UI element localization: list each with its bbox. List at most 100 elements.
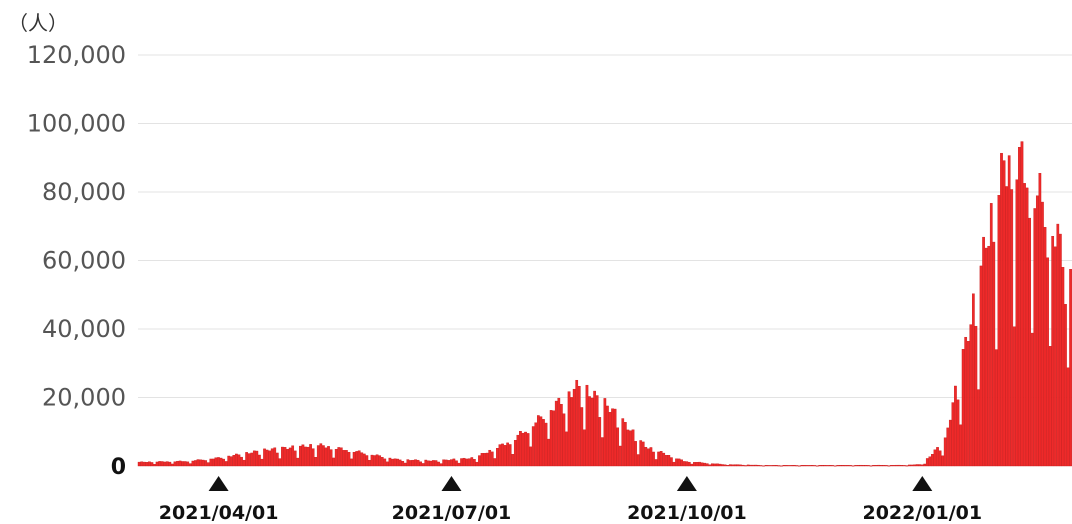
bar [473, 459, 476, 467]
bar [685, 461, 689, 467]
bar [460, 458, 463, 467]
bar [235, 453, 238, 467]
bar [867, 465, 870, 467]
bar [155, 461, 159, 467]
bar [513, 440, 517, 467]
bar [933, 449, 937, 467]
bar [718, 463, 722, 467]
bar [954, 385, 957, 467]
bar [1041, 201, 1044, 467]
bar [859, 464, 863, 467]
bar [708, 464, 712, 467]
bar [188, 463, 192, 467]
bar [777, 465, 781, 467]
bar [536, 415, 540, 467]
bar [462, 457, 466, 467]
bar [219, 457, 223, 467]
bar [623, 422, 627, 467]
bar [293, 450, 297, 467]
bar [1002, 160, 1006, 467]
y-tick-label: 60,000 [42, 247, 126, 275]
bar [969, 324, 973, 467]
bar [659, 451, 663, 467]
bar [754, 464, 758, 467]
bar [1030, 332, 1034, 467]
bar [908, 464, 911, 467]
bar [229, 456, 233, 467]
bar [150, 462, 154, 467]
bar [314, 457, 318, 467]
bar [805, 465, 809, 467]
bar [995, 349, 998, 467]
bar [618, 445, 622, 467]
bar [145, 462, 149, 467]
bar [201, 459, 205, 467]
bar [560, 404, 563, 467]
bar [511, 454, 515, 467]
bar [984, 247, 988, 467]
y-axis-unit-label: （人） [8, 11, 68, 35]
bar [524, 431, 527, 467]
bar [398, 459, 402, 467]
bars [137, 141, 1072, 467]
bar [240, 456, 243, 467]
bar [268, 450, 271, 467]
bar [414, 459, 417, 467]
bar [890, 465, 893, 467]
date-marker-triangle-icon [208, 476, 229, 491]
bar [342, 450, 346, 467]
bar [506, 442, 509, 467]
bar [690, 463, 694, 467]
bar [751, 464, 755, 467]
bar [913, 464, 916, 467]
bar [447, 460, 451, 467]
bar [698, 461, 701, 467]
date-marker-label: 2021/07/01 [392, 502, 512, 524]
bar [562, 413, 566, 467]
bar [705, 463, 709, 467]
bar [380, 457, 384, 467]
bar [606, 405, 609, 467]
bar [652, 451, 655, 467]
bar [844, 465, 847, 467]
bar [217, 457, 220, 467]
bar [1010, 189, 1014, 467]
bar [503, 445, 507, 467]
bar [800, 465, 804, 467]
bar [153, 464, 156, 467]
bar [275, 452, 279, 467]
bar [442, 459, 446, 467]
bar [1064, 304, 1067, 467]
bar [1056, 223, 1060, 467]
bar [355, 451, 359, 467]
bar [383, 458, 387, 467]
bar [334, 449, 338, 467]
bar [403, 462, 407, 467]
bar [874, 465, 878, 467]
bar [222, 458, 225, 467]
bar [176, 460, 179, 467]
bar [278, 458, 282, 467]
bar [419, 461, 422, 467]
bar [757, 464, 760, 467]
bar [608, 412, 612, 467]
bar [542, 419, 545, 467]
bar [964, 336, 968, 467]
bar [350, 458, 353, 467]
bar [667, 455, 671, 467]
bar [1048, 346, 1052, 467]
bar [549, 410, 553, 467]
bar [250, 452, 254, 467]
bar [590, 397, 594, 467]
bar [626, 429, 630, 467]
bar [194, 460, 197, 467]
bar [769, 465, 773, 467]
bar [600, 437, 604, 467]
bar [838, 465, 842, 467]
bar [324, 447, 328, 467]
bar [989, 203, 993, 467]
bar [810, 465, 814, 467]
bar [713, 463, 717, 467]
bar [833, 465, 837, 467]
